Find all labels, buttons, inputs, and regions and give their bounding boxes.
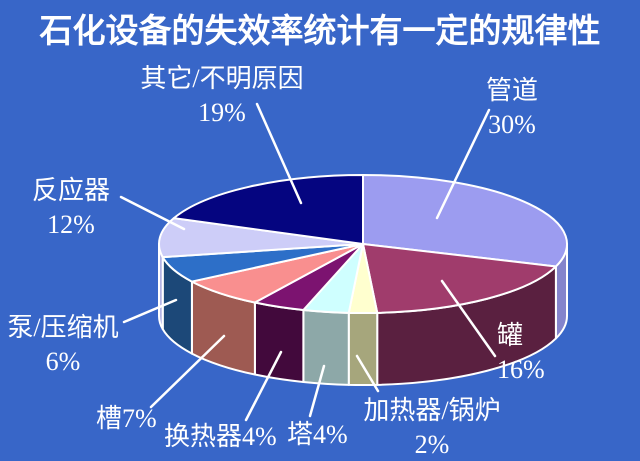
pie-slice-top — [172, 174, 364, 245]
leader-line — [355, 354, 380, 393]
pie-slice-side — [302, 308, 350, 386]
pie-slice-side — [253, 301, 305, 383]
slide-title: 石化设备的失效率统计有一定的规律性 — [39, 14, 601, 50]
leader-line — [308, 364, 326, 418]
leader-line — [255, 102, 303, 205]
pie-slice-side — [347, 311, 379, 386]
leader-line — [149, 334, 226, 409]
pie-slice-top — [158, 217, 364, 259]
leader-line — [119, 195, 186, 231]
pie-slice-top — [362, 243, 557, 314]
leader-line — [244, 350, 283, 422]
leader-line — [435, 108, 491, 220]
leader-line — [122, 298, 178, 324]
pie-slice-top — [362, 174, 568, 268]
leader-line — [440, 279, 497, 358]
